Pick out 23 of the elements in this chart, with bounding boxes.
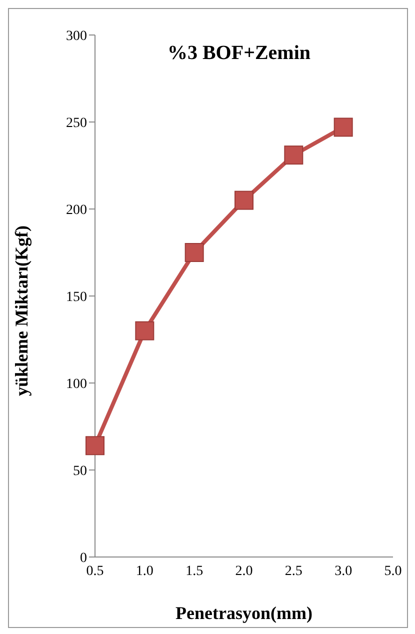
- x-tick-label: 1.0: [136, 564, 154, 579]
- point: [284, 146, 304, 165]
- x-axis-title: Penetrasyon(mm): [176, 603, 312, 623]
- y-tick-label: 300: [66, 28, 87, 44]
- point: [184, 243, 204, 262]
- y-tick-label: 50: [73, 464, 87, 479]
- y-axis-title: yükleme Miktarı(Kgf): [11, 226, 32, 396]
- y-tick-label: 200: [66, 202, 87, 218]
- y-tick-label: 150: [66, 290, 87, 305]
- x-tick-label: 2.0: [235, 564, 253, 579]
- x-tick-label: 2.5: [284, 564, 302, 579]
- x-tick-label: 5.0: [384, 564, 402, 579]
- point: [334, 118, 353, 137]
- y-tick-label: 100: [66, 376, 87, 392]
- x-tick-label: 0.5: [86, 564, 104, 579]
- point: [234, 190, 254, 210]
- y-tick-label: 250: [66, 116, 87, 131]
- y-tick-label: 0: [80, 550, 87, 566]
- x-tick-label: 3.0: [334, 564, 352, 579]
- x-tick-label: 1.5: [186, 564, 204, 579]
- point: [135, 321, 154, 340]
- chart-title: %3 BOF+Zemin: [167, 42, 311, 64]
- point: [86, 436, 104, 456]
